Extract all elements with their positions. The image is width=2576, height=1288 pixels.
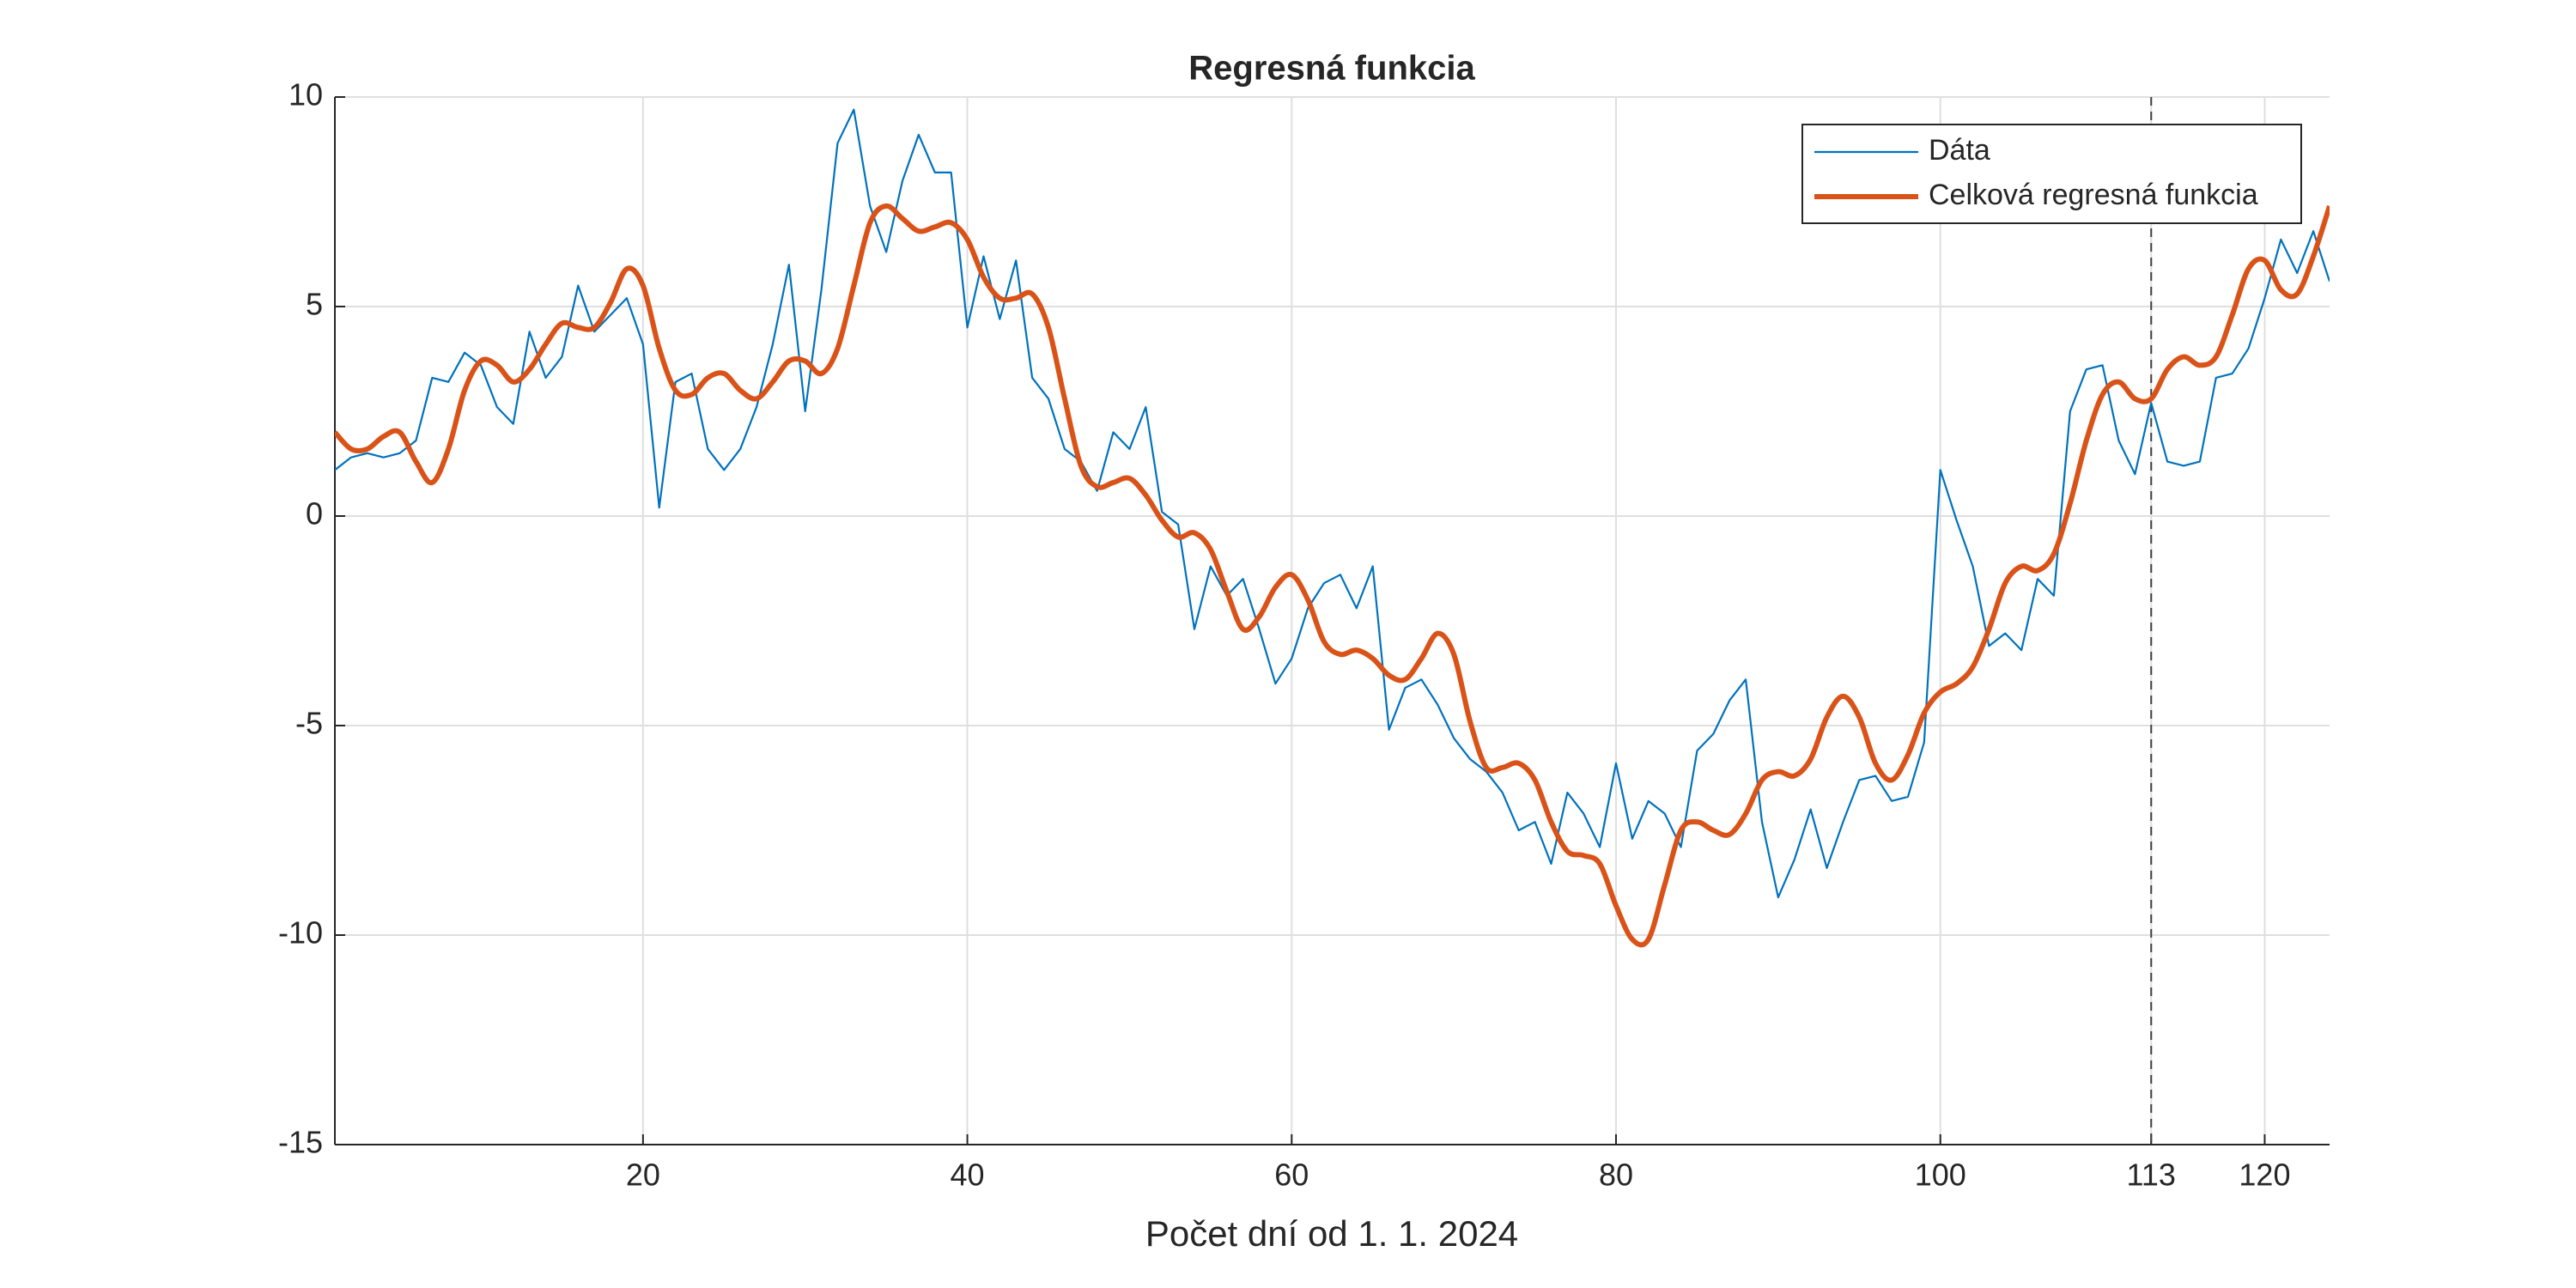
legend-label: Dáta xyxy=(1929,134,1990,167)
x-tick-label: 80 xyxy=(1599,1157,1633,1193)
x-axis-label: Počet dní od 1. 1. 2024 xyxy=(1145,1213,1518,1254)
chart-title: Regresná funkcia xyxy=(1188,50,1475,88)
y-tick-label: -10 xyxy=(278,915,323,951)
x-tick-label: 113 xyxy=(2127,1157,2176,1193)
x-tick-label: 20 xyxy=(626,1157,660,1193)
x-tick-label: 120 xyxy=(2239,1157,2290,1193)
x-tick-label: 60 xyxy=(1274,1157,1309,1193)
legend-box xyxy=(1801,124,2302,224)
data-line xyxy=(335,203,2330,948)
y-tick-label: -15 xyxy=(278,1125,323,1160)
x-tick-label: 40 xyxy=(951,1157,985,1193)
y-tick-label: 0 xyxy=(306,496,323,532)
legend-label: Celková regresná funkcia xyxy=(1929,179,2258,211)
data-line xyxy=(335,108,2330,899)
y-tick-label: 5 xyxy=(306,287,323,322)
y-tick-label: 10 xyxy=(289,77,323,112)
x-tick-label: 100 xyxy=(1915,1157,1966,1193)
y-tick-label: -5 xyxy=(295,706,323,741)
